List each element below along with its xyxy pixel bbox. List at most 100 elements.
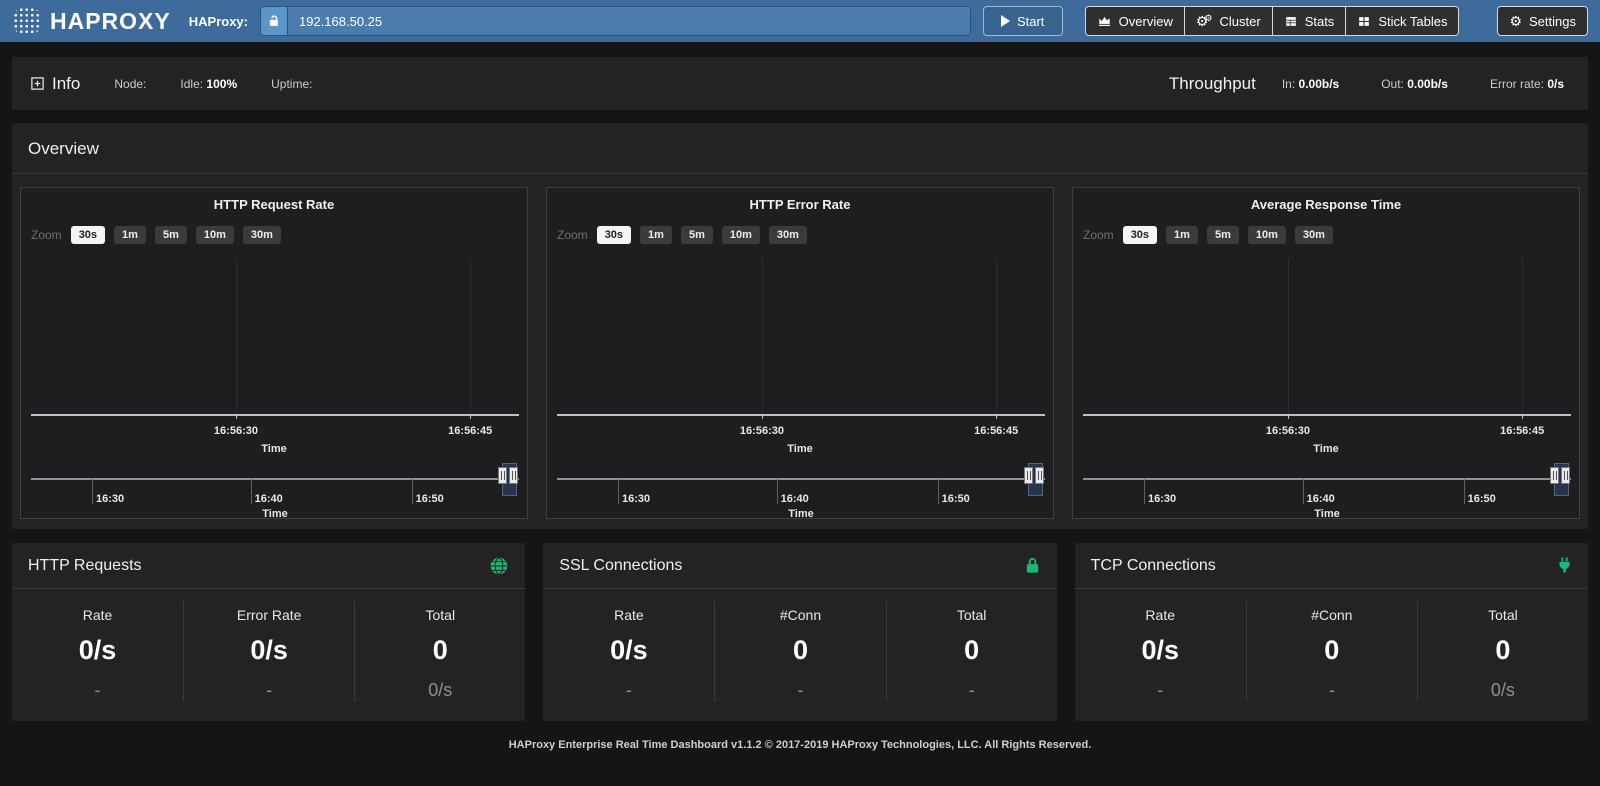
navigator-left-handle[interactable] bbox=[498, 467, 507, 484]
zoom-range-selector: Zoom 30s 1m 5m 10m 30m bbox=[1083, 226, 1333, 244]
x-tick-label: 16:56:45 bbox=[448, 425, 492, 437]
stats-button-label: Stats bbox=[1305, 14, 1335, 29]
navigator-selected-range[interactable] bbox=[502, 463, 517, 496]
x-tick-label: 16:56:30 bbox=[1266, 425, 1310, 437]
gridline bbox=[762, 258, 763, 414]
navigator-right-handle[interactable] bbox=[1035, 467, 1044, 484]
zoom-30m-button[interactable]: 30m bbox=[243, 226, 281, 244]
card-header: SSL Connections bbox=[543, 543, 1056, 589]
chart-navigator[interactable]: 16:30 16:40 16:50 Time bbox=[31, 466, 519, 519]
metric-rate: Rate 0/s - bbox=[12, 601, 183, 701]
area-chart-icon bbox=[1097, 14, 1112, 28]
navigator-tick-label: 16:30 bbox=[1148, 493, 1176, 505]
card-title: SSL Connections bbox=[559, 557, 682, 575]
plus-square-icon bbox=[30, 76, 45, 91]
zoom-30s-button[interactable]: 30s bbox=[71, 226, 105, 244]
zoom-1m-button[interactable]: 1m bbox=[640, 226, 672, 244]
metric-conn: #Conn 0 - bbox=[714, 601, 885, 701]
zoom-5m-button[interactable]: 5m bbox=[155, 226, 187, 244]
haproxy-brand: HAPROXY bbox=[12, 6, 171, 36]
start-button-label: Start bbox=[1017, 14, 1044, 29]
zoom-30m-button[interactable]: 30m bbox=[1295, 226, 1333, 244]
zoom-1m-button[interactable]: 1m bbox=[114, 226, 146, 244]
throughput-in: In: 0.00b/s bbox=[1282, 77, 1339, 91]
chart-http-error-rate: HTTP Error Rate Zoom 30s 1m 5m 10m 30m 1… bbox=[546, 187, 1054, 519]
zoom-range-selector: Zoom 30s 1m 5m 10m 30m bbox=[557, 226, 807, 244]
x-tick-label: 16:56:30 bbox=[214, 425, 258, 437]
unlock-icon bbox=[267, 14, 281, 29]
navigator-tick bbox=[1464, 479, 1465, 504]
gridline bbox=[236, 258, 237, 414]
axis-tick bbox=[470, 414, 471, 419]
overview-button[interactable]: Overview bbox=[1085, 6, 1185, 36]
throughput-title: Throughput bbox=[1169, 74, 1256, 94]
chart-title: HTTP Request Rate bbox=[21, 197, 527, 212]
axis-tick bbox=[236, 414, 237, 419]
zoom-10m-button[interactable]: 10m bbox=[1248, 226, 1286, 244]
zoom-5m-button[interactable]: 5m bbox=[681, 226, 713, 244]
navigator-tick-label: 16:30 bbox=[96, 493, 124, 505]
chart-navigator[interactable]: 16:30 16:40 16:50 Time bbox=[557, 466, 1045, 519]
navigator-tick-label: 16:50 bbox=[942, 493, 970, 505]
x-axis-labels: 16:56:30 16:56:45 bbox=[557, 425, 1045, 439]
zoom-label: Zoom bbox=[557, 228, 588, 242]
lock-button[interactable] bbox=[261, 7, 288, 35]
metric-rate: Rate 0/s - bbox=[1075, 601, 1246, 701]
error-rate: Error rate: 0/s bbox=[1490, 77, 1564, 91]
navigator-tick bbox=[938, 479, 939, 504]
navigator-left-handle[interactable] bbox=[1024, 467, 1033, 484]
node-info: Node: bbox=[114, 77, 146, 91]
axis-tick bbox=[762, 414, 763, 419]
chart-plot-area bbox=[31, 258, 519, 416]
chart-navigator[interactable]: 16:30 16:40 16:50 Time bbox=[1083, 466, 1571, 519]
gridline bbox=[470, 258, 471, 414]
metric-total: Total 0 - bbox=[886, 601, 1057, 701]
zoom-10m-button[interactable]: 10m bbox=[722, 226, 760, 244]
chart-average-response-time: Average Response Time Zoom 30s 1m 5m 10m… bbox=[1072, 187, 1580, 519]
chart-plot-area bbox=[1083, 258, 1571, 416]
zoom-30s-button[interactable]: 30s bbox=[1123, 226, 1157, 244]
settings-button[interactable]: ⚙ Settings bbox=[1497, 6, 1588, 36]
zoom-30s-button[interactable]: 30s bbox=[597, 226, 631, 244]
navigator-right-handle[interactable] bbox=[1561, 467, 1570, 484]
zoom-label: Zoom bbox=[31, 228, 62, 242]
start-button[interactable]: Start bbox=[983, 6, 1063, 36]
navigator-selected-range[interactable] bbox=[1554, 463, 1569, 496]
navigator-tick-label: 16:40 bbox=[1307, 493, 1335, 505]
navigator-tick bbox=[1303, 479, 1304, 504]
navigator-tick bbox=[1144, 479, 1145, 504]
navigator-axis-title: Time bbox=[31, 508, 519, 519]
throughput-section: Throughput In: 0.00b/s Out: 0.00b/s Erro… bbox=[1169, 74, 1570, 94]
info-bar: Info Node: Idle: 100% Uptime: Throughput… bbox=[12, 57, 1588, 110]
x-tick-label: 16:56:45 bbox=[974, 425, 1018, 437]
navigator-tick bbox=[92, 479, 93, 504]
uptime-info: Uptime: bbox=[271, 77, 312, 91]
metric-error-rate: Error Rate 0/s - bbox=[183, 601, 354, 701]
zoom-1m-button[interactable]: 1m bbox=[1166, 226, 1198, 244]
navigator-right-handle[interactable] bbox=[509, 467, 518, 484]
x-tick-label: 16:56:30 bbox=[740, 425, 784, 437]
zoom-5m-button[interactable]: 5m bbox=[1207, 226, 1239, 244]
stats-button[interactable]: Stats bbox=[1272, 6, 1347, 36]
brand-text: HAPROXY bbox=[50, 8, 171, 35]
address-input[interactable] bbox=[288, 7, 970, 35]
navigator-selected-range[interactable] bbox=[1028, 463, 1043, 496]
navigator-left-handle[interactable] bbox=[1550, 467, 1559, 484]
navigator-tick bbox=[777, 479, 778, 504]
navigator-axis-title: Time bbox=[557, 508, 1045, 519]
card-title: TCP Connections bbox=[1091, 557, 1216, 575]
cluster-button[interactable]: ⚙⚙ Cluster bbox=[1184, 6, 1273, 36]
lock-icon bbox=[1024, 556, 1041, 575]
zoom-10m-button[interactable]: 10m bbox=[196, 226, 234, 244]
stick-tables-button[interactable]: Stick Tables bbox=[1345, 6, 1459, 36]
settings-button-label: Settings bbox=[1529, 14, 1576, 29]
x-tick-label: 16:56:45 bbox=[1500, 425, 1544, 437]
info-expand-toggle[interactable]: Info bbox=[30, 74, 80, 94]
zoom-30m-button[interactable]: 30m bbox=[769, 226, 807, 244]
info-title-label: Info bbox=[52, 74, 80, 94]
charts-row: HTTP Request Rate Zoom 30s 1m 5m 10m 30m… bbox=[12, 187, 1588, 519]
navigator-tick-label: 16:40 bbox=[255, 493, 283, 505]
table-icon bbox=[1284, 15, 1298, 28]
x-axis-labels: 16:56:30 16:56:45 bbox=[1083, 425, 1571, 439]
throughput-out: Out: 0.00b/s bbox=[1381, 77, 1448, 91]
